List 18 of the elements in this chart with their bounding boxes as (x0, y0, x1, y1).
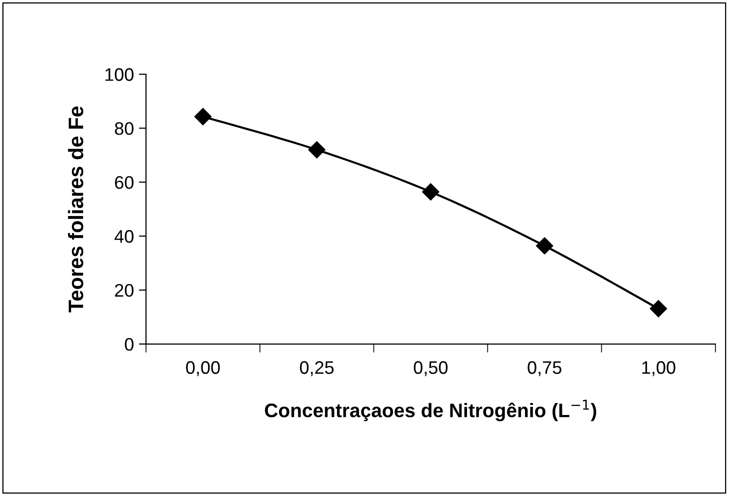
y-axis-title: Teores foliares de Fe (68, 106, 84, 312)
y-tick-label: 20 (115, 284, 134, 297)
y-tick-label: 80 (114, 122, 134, 135)
y-tick-label: 60 (115, 176, 134, 189)
y-tick-label: 40 (114, 230, 134, 243)
y-tick-label: 0 (124, 338, 134, 351)
point (194, 108, 212, 126)
point (422, 183, 440, 200)
point (536, 237, 554, 254)
x-tick-label: 0,00 (186, 361, 220, 376)
point (650, 300, 668, 318)
x-tick-label: 0,25 (300, 361, 334, 376)
x-tick-label: 0,50 (414, 361, 448, 376)
point (308, 141, 326, 158)
y-tick-label: 100 (105, 68, 134, 81)
x-tick-label: 0,75 (528, 361, 562, 376)
x-tick-label: 1,00 (642, 361, 676, 376)
x-axis-title: Concentraçaoes de Nitrogênio (L$^{−1}$) (264, 400, 596, 422)
